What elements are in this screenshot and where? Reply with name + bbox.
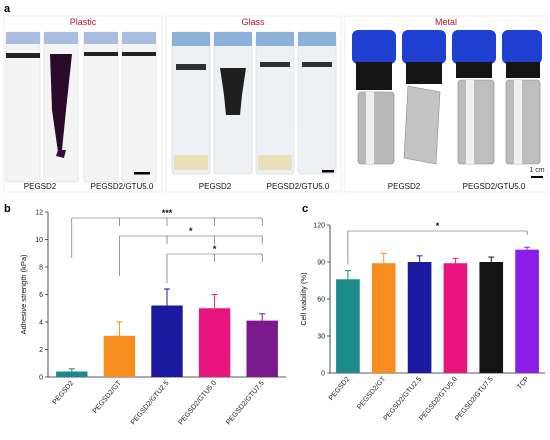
plastic-title: Plastic [70,17,97,27]
y-tick-label: 90 [317,260,325,267]
significance-label: * [189,226,193,236]
metal-photo [344,15,548,193]
x-tick-label: PEGSD2/GTU5.0 [418,376,459,423]
significance-label: * [436,221,440,231]
panel-b-label: b [4,203,11,215]
metal-right-caption: PEGSD2/GTU5.0 [463,182,526,191]
y-tick-label: 120 [313,223,325,230]
y-tick-label: 30 [317,334,325,341]
x-tick-label: PEGSD2/GTU7.5 [225,380,266,427]
x-tick-label: TCP [516,376,531,391]
x-tick-label: PEGSD2/GT [356,375,388,411]
bar [151,305,183,377]
bar [198,308,231,377]
y-tick-label: 0 [321,371,325,378]
plastic-photo [3,15,163,193]
bar [246,320,278,377]
x-tick-label: PEGSD2/GTU5.0 [178,380,219,427]
y-tick-label: 10 [35,237,43,244]
panel-a-label: a [4,3,11,15]
x-tick-label: PEGSD2 [328,376,352,402]
x-tick-label: PEGSD2 [52,380,76,406]
bar [103,335,136,377]
glass-right-caption: PEGSD2/GTU5.0 [267,182,330,191]
y-tick-label: 6 [39,292,43,299]
y-tick-label: 2 [39,347,43,354]
glass-title: Glass [241,17,265,27]
x-tick-label: PEGSD2/GT [92,379,124,415]
bar [336,279,360,373]
adhesive-strength-chart: 0 2 4 6 8 10 12 Adhesive strength (kPa) PEGSD2 PE… [19,208,286,426]
plastic-left-caption: PEGSD2 [24,182,57,191]
bar [515,249,539,373]
y-axis-label: Adhesive strength (kPa) [19,254,28,335]
bar [56,371,88,377]
x-tick-label: PEGSD2/GTU7.5 [454,376,495,423]
glass-photo [165,15,342,193]
y-tick-label: 0 [39,375,43,382]
bar [407,262,432,373]
y-tick-label: 60 [317,297,325,304]
bar [371,263,396,373]
y-tick-label: 4 [39,320,43,327]
significance-label: *** [162,208,173,218]
metal-title: Metal [435,17,457,27]
scale-bar [134,172,150,175]
metal-scale-label: 1 cm [529,167,544,174]
bar [479,262,504,373]
metal-left-caption: PEGSD2 [388,182,421,191]
y-tick-label: 12 [35,210,43,217]
bar [443,263,468,373]
panel-c-label: c [302,203,308,215]
significance-label: * [213,244,217,254]
glass-left-caption: PEGSD2 [199,182,232,191]
y-tick-label: 8 [39,265,43,272]
y-axis-label: Cell viability (%) [299,272,308,326]
plastic-right-caption: PEGSD2/GTU5.0 [91,182,154,191]
x-tick-label: PEGSD2/GTU2.5 [130,380,171,427]
x-tick-label: PEGSD2/GTU2.5 [382,376,423,423]
